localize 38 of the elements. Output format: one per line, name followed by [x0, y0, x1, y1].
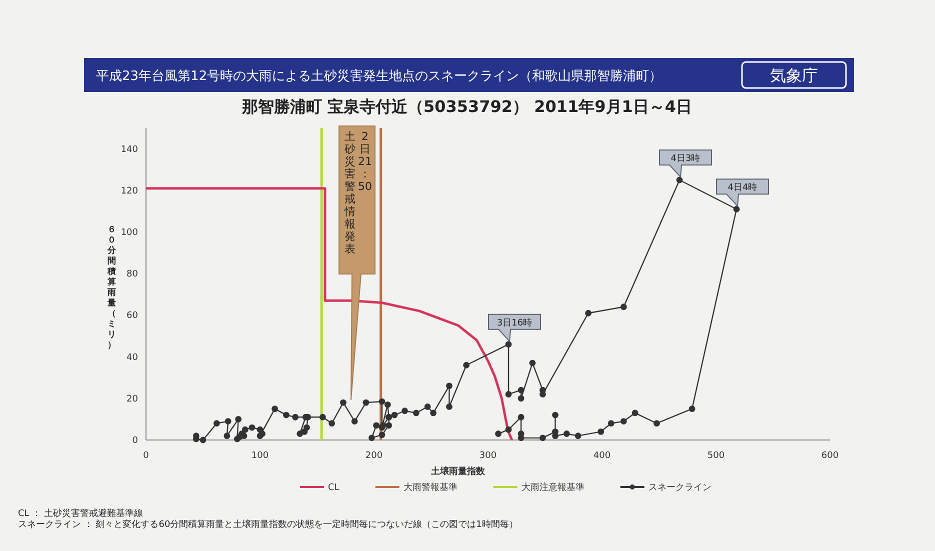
x-tick-label: 200	[365, 451, 383, 461]
text: ６０分間積算雨量（ミリ）	[108, 225, 116, 350]
x-tick-label: 400	[593, 451, 611, 461]
annotation: 2日21:50	[358, 130, 372, 193]
x-tick-label: 600	[821, 451, 839, 461]
callout: 4日4時	[716, 178, 770, 208]
x-axis-title: 土壌雨量指数	[430, 466, 486, 477]
x-tick-label: 500	[707, 451, 725, 461]
y-tick-label: 120	[120, 186, 138, 196]
y-tick-label: 20	[126, 394, 138, 404]
y-tick-label: 0	[132, 436, 138, 446]
legend: 大雨警報基準	[375, 483, 458, 493]
badge: 気象庁	[741, 61, 847, 89]
y-tick-label: 140	[120, 144, 138, 155]
legend: CL	[300, 483, 340, 493]
callout: 4日3時	[659, 150, 712, 178]
annotation: 4日3時	[670, 153, 700, 164]
callout: 3日16時	[488, 314, 542, 342]
y-tick-label: 100	[120, 228, 138, 238]
x-tick-label: 100	[251, 451, 269, 461]
annotation: 4日4時	[728, 182, 758, 194]
y-tick-label: 80	[126, 270, 138, 280]
y-tick-label: 60	[126, 311, 138, 322]
legend-label: CL	[328, 483, 340, 493]
legend-label: 大雨注意報基準	[521, 482, 584, 493]
annotation: 3日16時	[496, 317, 532, 328]
text: スネークライン ： 刻々と変化する60分間積算雨量と土壌雨量指数の状態を一定時間毎につないだ線（この図では1時間毎）	[18, 519, 518, 530]
chart-subtitle: 那智勝浦町 宝泉寺付近（50353792） 2011年9月1日～4日	[240, 97, 692, 116]
legend-label: スネークライン	[648, 483, 712, 493]
legend: 大雨注意報基準	[493, 483, 584, 493]
legend: スネークライン	[620, 483, 712, 493]
legend-label: 大雨警報基準	[403, 482, 458, 493]
y-tick-label: 40	[126, 352, 138, 363]
x-tick-label: 0	[143, 451, 150, 461]
chart-title: 平成23年台風第12号時の大雨による土砂災害発生地点のスネークライン（和歌山県那智勝浦町）	[96, 68, 662, 84]
text: 土砂災害警戒情報発表	[344, 130, 356, 256]
text: CL ： 土砂災害警戒避難基準線	[18, 508, 144, 519]
x-tick-label: 300	[479, 451, 497, 461]
